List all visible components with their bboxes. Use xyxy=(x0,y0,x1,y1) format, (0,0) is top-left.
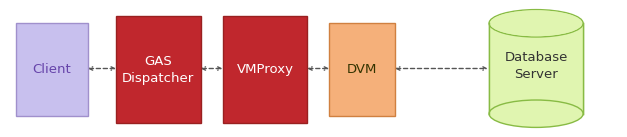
Text: VMProxy: VMProxy xyxy=(236,63,293,76)
Ellipse shape xyxy=(490,10,582,36)
Ellipse shape xyxy=(489,100,583,127)
Text: Client: Client xyxy=(33,63,71,76)
Ellipse shape xyxy=(489,10,583,37)
Text: GAS
Dispatcher: GAS Dispatcher xyxy=(122,55,194,85)
FancyBboxPatch shape xyxy=(16,23,88,116)
FancyBboxPatch shape xyxy=(223,16,307,123)
Text: Database
Server: Database Server xyxy=(504,51,568,81)
Text: DVM: DVM xyxy=(347,63,377,76)
Bar xyxy=(489,23,583,114)
FancyBboxPatch shape xyxy=(329,23,395,116)
FancyBboxPatch shape xyxy=(116,16,201,123)
